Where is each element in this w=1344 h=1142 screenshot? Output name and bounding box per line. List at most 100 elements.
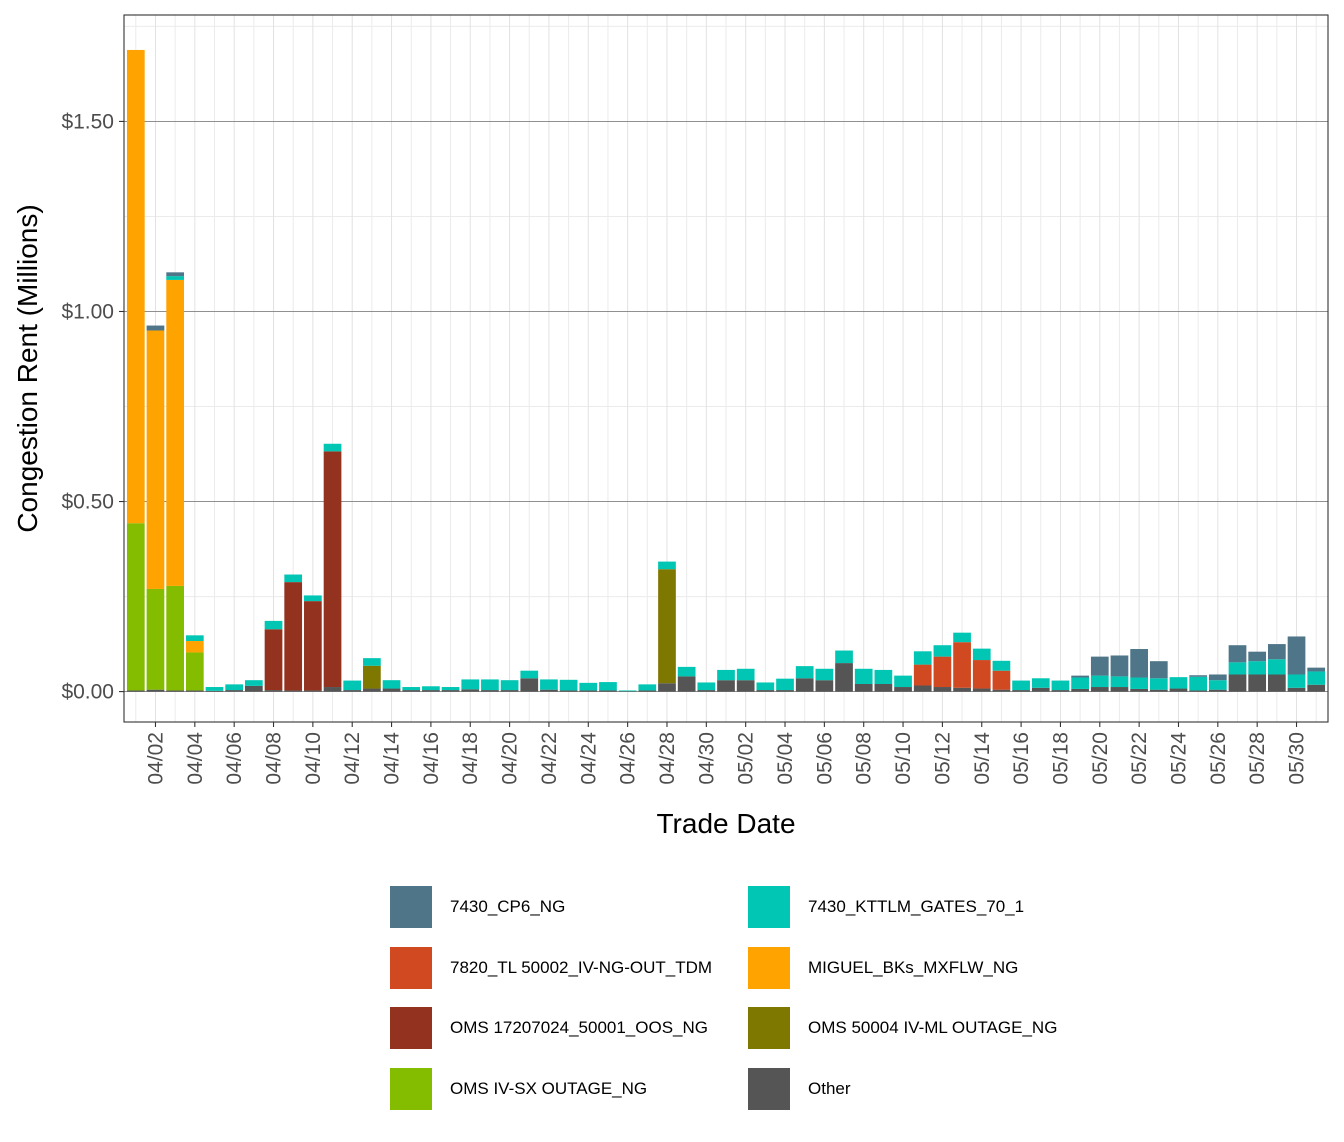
bar-segment bbox=[363, 658, 381, 666]
legend-swatch bbox=[748, 886, 790, 928]
bar-segment bbox=[1287, 674, 1306, 688]
x-tick-label: 04/08 bbox=[263, 732, 286, 785]
x-tick-label: 05/10 bbox=[892, 732, 915, 785]
bar-segment bbox=[1267, 674, 1286, 692]
legend-swatch bbox=[390, 1007, 432, 1049]
bar-segment bbox=[146, 325, 165, 331]
bar-segment bbox=[402, 690, 421, 692]
bar-segment bbox=[1031, 678, 1050, 688]
bar-segment bbox=[146, 588, 165, 690]
bar-segment bbox=[461, 689, 480, 692]
bar-segment bbox=[756, 682, 775, 691]
x-tick-label: 05/04 bbox=[774, 732, 797, 785]
bar-segment bbox=[441, 687, 460, 691]
bar-segment bbox=[717, 680, 735, 692]
bar-segment bbox=[953, 632, 971, 643]
bar-segment bbox=[1287, 636, 1306, 675]
bar-segment bbox=[854, 683, 873, 692]
bar-segment bbox=[1130, 649, 1148, 678]
x-tick-label: 04/16 bbox=[420, 732, 443, 785]
bar-segment bbox=[284, 582, 303, 691]
bar-segment bbox=[481, 690, 499, 692]
bar-segment bbox=[185, 690, 204, 692]
bar-segment bbox=[795, 678, 814, 692]
plot-panel-border bbox=[123, 14, 1329, 723]
x-tick-label: 05/18 bbox=[1049, 732, 1072, 785]
bar-segment bbox=[1071, 688, 1089, 692]
legend-swatch bbox=[748, 946, 790, 989]
bar-segment bbox=[559, 679, 578, 691]
bar-segment bbox=[697, 690, 716, 692]
legend-label: 7430_KTTLM_GATES_70_1 bbox=[808, 897, 1025, 916]
bar-segment bbox=[815, 680, 834, 692]
bar-segment bbox=[1110, 676, 1129, 688]
legend-swatch bbox=[748, 1007, 790, 1049]
x-tick-label: 05/08 bbox=[853, 732, 876, 785]
bar-segment bbox=[579, 690, 598, 692]
bar-segment bbox=[835, 650, 853, 664]
bar-segment bbox=[185, 652, 204, 691]
bar-segment bbox=[166, 690, 185, 692]
bar-segment bbox=[658, 683, 676, 692]
bar-segment bbox=[795, 666, 814, 679]
bar-segment bbox=[1071, 675, 1089, 678]
bar-segment bbox=[1110, 687, 1129, 692]
bar-segment bbox=[972, 688, 991, 692]
x-tick-label: 04/02 bbox=[144, 732, 167, 785]
y-tick-label: $1.00 bbox=[61, 300, 114, 323]
x-tick-label: 04/04 bbox=[184, 732, 207, 785]
x-tick-label: 05/14 bbox=[971, 732, 994, 785]
bar-segment bbox=[638, 684, 657, 691]
bar-segment bbox=[559, 690, 578, 692]
bar-segment bbox=[1307, 684, 1326, 692]
x-tick-label: 04/24 bbox=[577, 732, 600, 785]
x-tick-label: 05/20 bbox=[1089, 732, 1112, 785]
bar-segment bbox=[1071, 677, 1089, 689]
bar-segment bbox=[933, 687, 952, 692]
x-tick-label: 04/10 bbox=[302, 732, 325, 785]
x-tick-label: 04/18 bbox=[459, 732, 482, 785]
bar-segment bbox=[146, 330, 165, 589]
bar-segment bbox=[1267, 659, 1286, 675]
bar-segment bbox=[402, 687, 421, 691]
legend-label: OMS 50004 IV-ML OUTAGE_NG bbox=[808, 1018, 1058, 1037]
x-tick-label: 04/28 bbox=[656, 732, 679, 785]
bar-segment bbox=[343, 680, 362, 691]
bar-segment bbox=[1307, 667, 1326, 672]
bar-segment bbox=[1031, 687, 1050, 692]
bar-segment bbox=[677, 666, 696, 677]
bar-segment bbox=[540, 689, 558, 692]
x-tick-label: 04/12 bbox=[341, 732, 364, 785]
bar-segment bbox=[461, 679, 480, 690]
bar-segment bbox=[304, 690, 322, 692]
bar-segment bbox=[382, 688, 401, 692]
bar-segment bbox=[1012, 690, 1030, 692]
bars-layer bbox=[126, 49, 1326, 692]
bar-segment bbox=[422, 686, 440, 691]
bar-segment bbox=[1051, 680, 1070, 691]
stacked-bar-chart: $0.00$0.50$1.00$1.50 04/02 04/04 04/06 04/0… bbox=[12, 14, 1329, 839]
bar-segment bbox=[500, 680, 519, 691]
bar-segment bbox=[363, 688, 381, 692]
bar-segment bbox=[520, 670, 539, 679]
bar-segment bbox=[677, 676, 696, 692]
bar-segment bbox=[1228, 662, 1247, 675]
bar-segment bbox=[1189, 676, 1208, 691]
x-tick-label: 05/12 bbox=[931, 732, 954, 785]
bar-segment bbox=[815, 668, 834, 681]
x-tick-label: 04/14 bbox=[381, 732, 404, 785]
legend-item: 7430_KTTLM_GATES_70_1 bbox=[748, 886, 1024, 928]
y-tick-label: $0.00 bbox=[61, 681, 114, 704]
bar-segment bbox=[1228, 645, 1247, 663]
x-tick-label: 05/06 bbox=[813, 732, 836, 785]
bar-segment bbox=[913, 685, 932, 692]
legend-item: Other bbox=[748, 1067, 851, 1110]
bar-segment bbox=[1169, 677, 1188, 689]
bar-segment bbox=[1208, 689, 1227, 692]
bar-segment bbox=[638, 690, 657, 692]
bar-segment bbox=[776, 678, 794, 691]
bar-segment bbox=[1228, 674, 1247, 692]
grid-layer bbox=[124, 15, 1328, 722]
bar-segment bbox=[697, 682, 716, 691]
bar-segment bbox=[244, 685, 263, 692]
